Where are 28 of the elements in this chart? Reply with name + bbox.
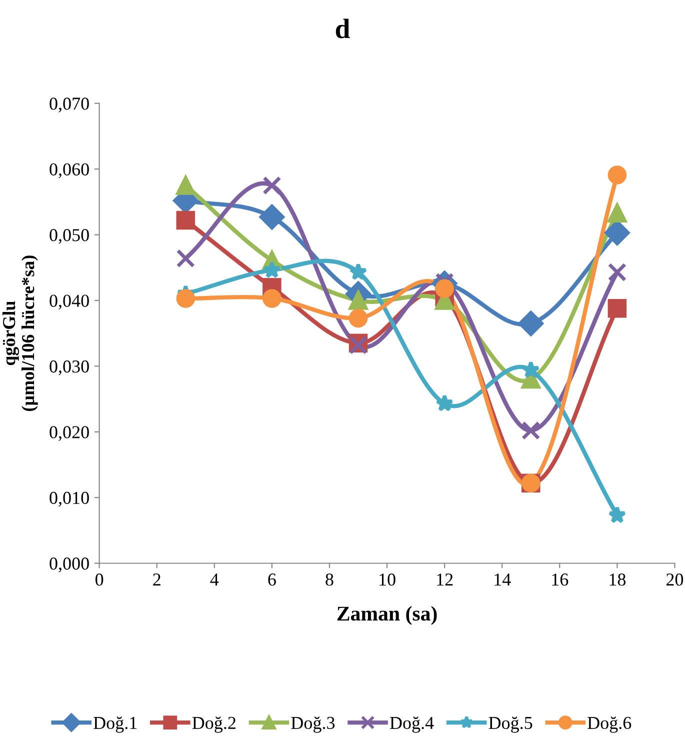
legend-label: Doğ.2 xyxy=(192,716,236,733)
y-tick-label: 0,070 xyxy=(50,98,89,112)
x-tick-label: 14 xyxy=(494,574,511,586)
legend-label: Doğ.4 xyxy=(390,716,434,733)
x-tick-label: 12 xyxy=(437,574,453,586)
x-tick-label: 20 xyxy=(666,573,684,586)
y-tick-label: 0,030 xyxy=(50,360,89,376)
x-tick-label: 16 xyxy=(552,574,568,586)
x-tick-label: 4 xyxy=(210,574,219,586)
legend-label: Doğ.3 xyxy=(291,716,335,733)
y-axis-title: qgörGlu (µmol/106 hücre*sa) xyxy=(2,256,38,412)
y-tick-label: 0,020 xyxy=(50,426,89,441)
y-tick-label: 0,060 xyxy=(50,163,89,178)
chart-title: d xyxy=(336,18,350,38)
y-tick-label: 0,010 xyxy=(50,492,89,507)
legend-label: Doğ.1 xyxy=(94,716,137,733)
legend-label: Doğ.6 xyxy=(588,716,632,733)
x-tick-label: 0 xyxy=(96,573,104,586)
x-tick-label: 6 xyxy=(268,574,276,586)
y-tick-label: 0,040 xyxy=(50,294,89,310)
x-tick-label: 2 xyxy=(153,574,160,586)
legend-label: Doğ.5 xyxy=(488,716,532,733)
x-tick-label: 8 xyxy=(326,573,334,586)
x-axis-title: Zaman (sa) xyxy=(337,606,437,625)
y-tick-label: 0,050 xyxy=(50,229,89,244)
x-tick-label: 18 xyxy=(610,573,626,586)
y-tick-label: 0,000 xyxy=(50,558,89,572)
x-tick-label: 10 xyxy=(380,573,396,586)
